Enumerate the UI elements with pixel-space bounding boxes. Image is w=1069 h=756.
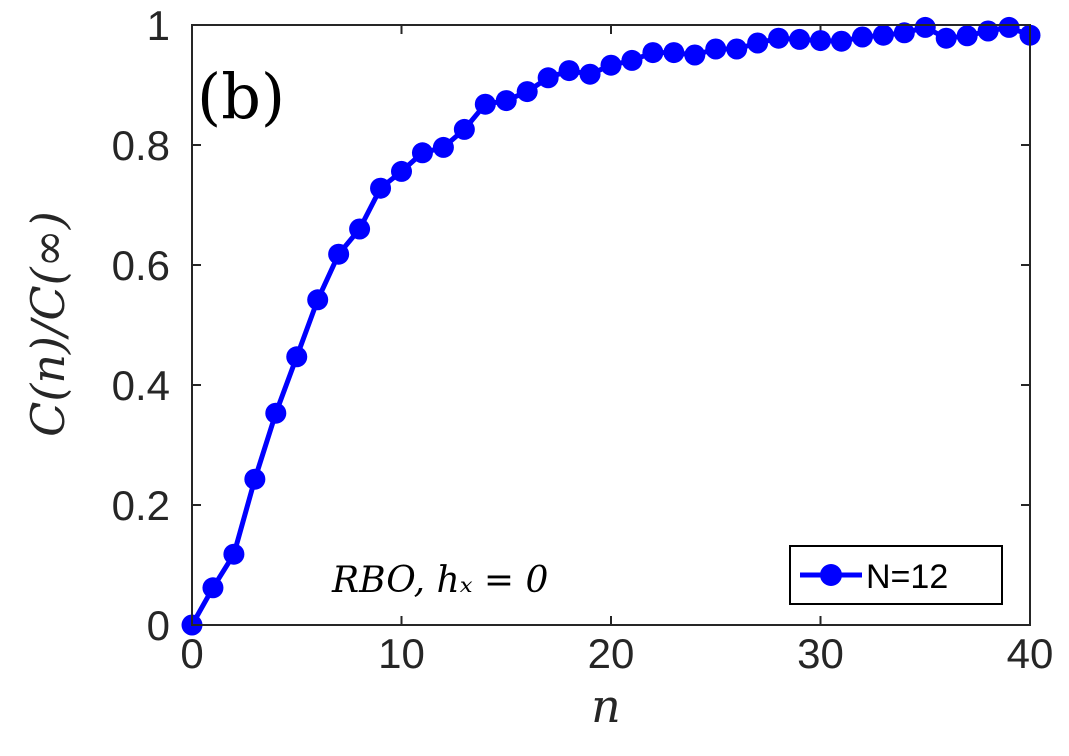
data-point <box>893 22 915 44</box>
x-tick-label: 10 <box>378 630 425 677</box>
x-tick-label: 20 <box>588 630 635 677</box>
data-point <box>872 24 894 46</box>
data-point <box>977 20 999 42</box>
x-tick-labels: 0 10 20 30 40 <box>180 630 1053 677</box>
data-point <box>432 136 454 158</box>
plot-frame <box>191 24 1031 626</box>
data-point <box>349 218 371 240</box>
series-layer <box>181 16 1041 636</box>
data-point <box>600 54 622 76</box>
data-point <box>286 346 308 368</box>
y-tick-label: 0.2 <box>112 482 170 529</box>
x-tick-label: 30 <box>797 630 844 677</box>
data-point <box>663 42 685 64</box>
legend: N=12 <box>789 545 1003 605</box>
data-point <box>453 118 475 140</box>
data-point <box>265 402 287 424</box>
axis-ticks <box>191 24 1031 626</box>
y-tick-label: 0 <box>147 602 170 649</box>
data-point <box>810 30 831 52</box>
annotation-text: RBO, hₓ = 0 <box>331 560 548 601</box>
data-point <box>495 90 517 112</box>
y-axis-label: C(n)/C(∞) <box>21 211 75 437</box>
data-point <box>642 42 664 64</box>
x-tick-label: 40 <box>1007 630 1054 677</box>
x-axis-label: n <box>591 679 621 733</box>
data-point <box>537 67 559 89</box>
data-point <box>202 577 224 599</box>
panel-label: (b) <box>197 60 285 133</box>
y-tick-label: 1 <box>147 2 170 49</box>
data-point <box>914 16 936 38</box>
data-point <box>474 93 496 115</box>
data-point <box>726 38 748 60</box>
y-tick-labels: 0 0.2 0.4 0.6 0.8 1 <box>112 2 170 649</box>
data-point <box>768 27 790 49</box>
data-point <box>747 32 769 54</box>
data-point <box>998 16 1020 38</box>
legend-marker <box>820 564 842 586</box>
data-point <box>307 289 329 311</box>
data-point <box>558 60 580 82</box>
legend-label: N=12 <box>866 558 948 596</box>
y-tick-label: 0.8 <box>112 122 170 169</box>
x-tick-label: 0 <box>180 630 203 677</box>
series-line <box>189 24 1031 627</box>
data-point <box>370 177 392 199</box>
data-point <box>411 142 433 164</box>
data-point <box>705 38 727 60</box>
data-point <box>684 44 706 66</box>
y-tick-label: 0.4 <box>112 362 170 409</box>
data-point <box>244 468 266 490</box>
data-point <box>328 243 350 265</box>
data-point <box>830 30 852 52</box>
data-point <box>851 26 873 48</box>
data-point <box>789 28 811 50</box>
data-point <box>516 81 538 103</box>
y-tick-label: 0.6 <box>112 242 170 289</box>
data-point <box>621 49 643 71</box>
data-point <box>391 160 412 182</box>
data-point <box>935 27 957 49</box>
data-point <box>223 543 245 565</box>
data-point <box>579 63 601 85</box>
data-point <box>956 25 978 47</box>
